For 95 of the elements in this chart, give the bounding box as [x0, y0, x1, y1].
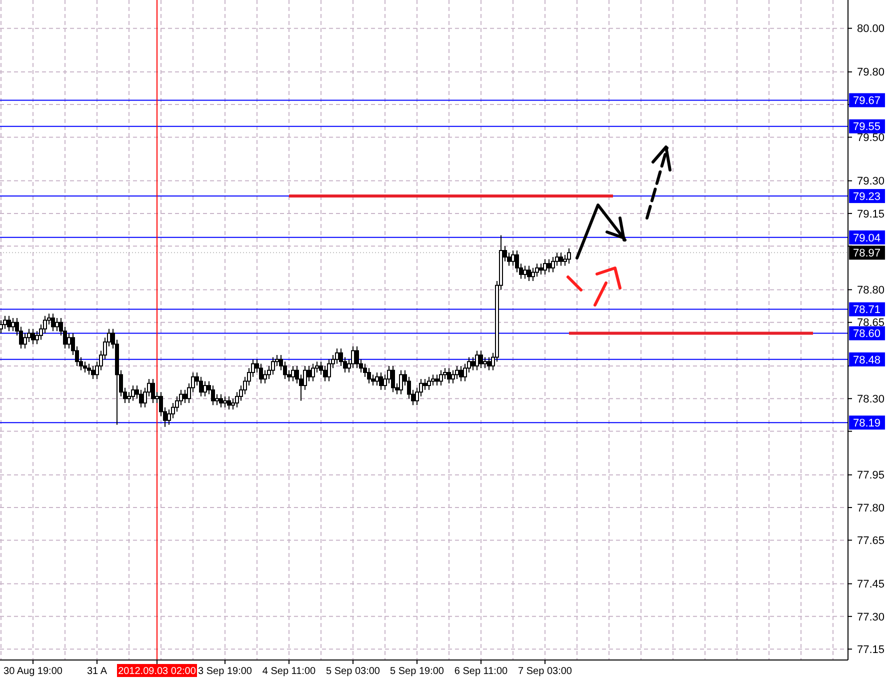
candlestick [475, 350, 479, 371]
candlestick [3, 315, 7, 330]
candlestick [31, 328, 35, 345]
candlestick [203, 380, 207, 397]
candlestick [439, 370, 443, 386]
candlestick [327, 358, 331, 382]
x-tick-label: 3 Sep 19:00 [198, 666, 252, 677]
candlestick [431, 374, 435, 386]
y-tick-label: 79.50 [857, 132, 885, 144]
candlestick [227, 396, 231, 410]
candlestick [427, 376, 431, 390]
y-tick-label: 78.30 [857, 393, 885, 406]
candlestick [523, 265, 527, 280]
candlestick [271, 356, 275, 376]
candlestick [259, 363, 263, 384]
candlestick [487, 356, 491, 371]
candlestick [355, 346, 359, 369]
candlestick [455, 365, 459, 380]
x-tick-label: 2012.09.03 02:00 [118, 666, 196, 677]
candlestick [435, 374, 439, 386]
x-tick-label: 6 Sep 11:00 [454, 666, 508, 677]
candlestick [311, 363, 315, 382]
ref-line-label: 79.04 [853, 232, 881, 244]
y-tick-label: 77.65 [857, 535, 885, 548]
ref-line-label: 78.60 [853, 328, 881, 340]
candlestick [11, 318, 15, 332]
candlestick [511, 250, 515, 266]
candlestick [91, 365, 95, 380]
candlestick [215, 394, 219, 406]
y-tick-label: 77.95 [857, 470, 885, 482]
ref-line-label: 78.71 [853, 304, 881, 316]
candlestick [559, 252, 563, 266]
y-tick-label: 79.30 [857, 176, 885, 188]
candlestick [451, 370, 455, 384]
candlestick [335, 348, 339, 364]
candlestick [447, 368, 451, 384]
y-tick-label: 79.80 [857, 66, 885, 79]
candlestick [223, 396, 227, 408]
candlestick [399, 370, 403, 395]
candlestick [131, 385, 135, 402]
candlestick [183, 389, 187, 404]
x-tick-label: 30 Aug 19:00 [4, 666, 63, 677]
x-tick-label: 7 Sep 03:00 [518, 666, 572, 677]
ref-line-label: 78.97 [853, 248, 881, 260]
candlestick [539, 263, 543, 275]
x-tick-label: 5 Sep 03:00 [326, 666, 380, 677]
candlestick [263, 370, 267, 384]
candlestick [551, 256, 555, 273]
candlestick [307, 365, 311, 382]
y-tick-label: 77.45 [857, 578, 885, 591]
candlestick [423, 378, 427, 390]
candlestick [459, 365, 463, 382]
x-tick-label: 5 Sep 19:00 [390, 666, 444, 677]
candlestick [367, 368, 371, 384]
ref-line-label: 79.23 [853, 190, 881, 203]
candlestick [55, 318, 59, 332]
candlestick [7, 315, 11, 332]
candlestick [87, 363, 91, 376]
candlestick [471, 356, 475, 371]
candlestick [391, 365, 395, 393]
ref-line-label: 79.55 [853, 121, 881, 134]
candlestick [139, 389, 143, 408]
candlestick [67, 332, 71, 350]
candlestick [479, 350, 483, 369]
y-tick-label: 77.15 [857, 644, 885, 656]
ref-line-label: 79.67 [853, 95, 881, 108]
candlestick [51, 313, 55, 332]
candlestick [379, 372, 383, 390]
y-tick-label: 80.00 [857, 23, 885, 36]
candlestick [547, 258, 551, 273]
candlestick [531, 267, 535, 282]
candlestick [211, 385, 215, 406]
candlestick [567, 248, 571, 264]
candlestick [375, 372, 379, 386]
candlestick [199, 376, 203, 397]
candlestick [535, 263, 539, 278]
candlestick [23, 332, 27, 350]
candlestick [151, 378, 155, 404]
ref-line-label: 78.48 [853, 354, 881, 366]
y-tick-label: 78.80 [857, 284, 885, 297]
candlestick [527, 265, 531, 282]
candlestick [483, 356, 487, 369]
candlestick [543, 258, 547, 275]
y-tick-label: 77.80 [857, 502, 885, 514]
candlestick [351, 346, 355, 369]
x-tick-label: 4 Sep 11:00 [262, 666, 316, 677]
ref-line-label: 78.19 [853, 417, 881, 430]
y-tick-label: 77.30 [857, 611, 885, 624]
candlestick [291, 365, 295, 382]
y-tick-label: 79.15 [857, 208, 885, 220]
y-tick-label: 78.65 [857, 317, 885, 330]
candlestick [323, 365, 327, 382]
x-tick-label: 31 A [86, 666, 108, 677]
candlestick [219, 394, 223, 408]
candlestick [83, 361, 87, 373]
